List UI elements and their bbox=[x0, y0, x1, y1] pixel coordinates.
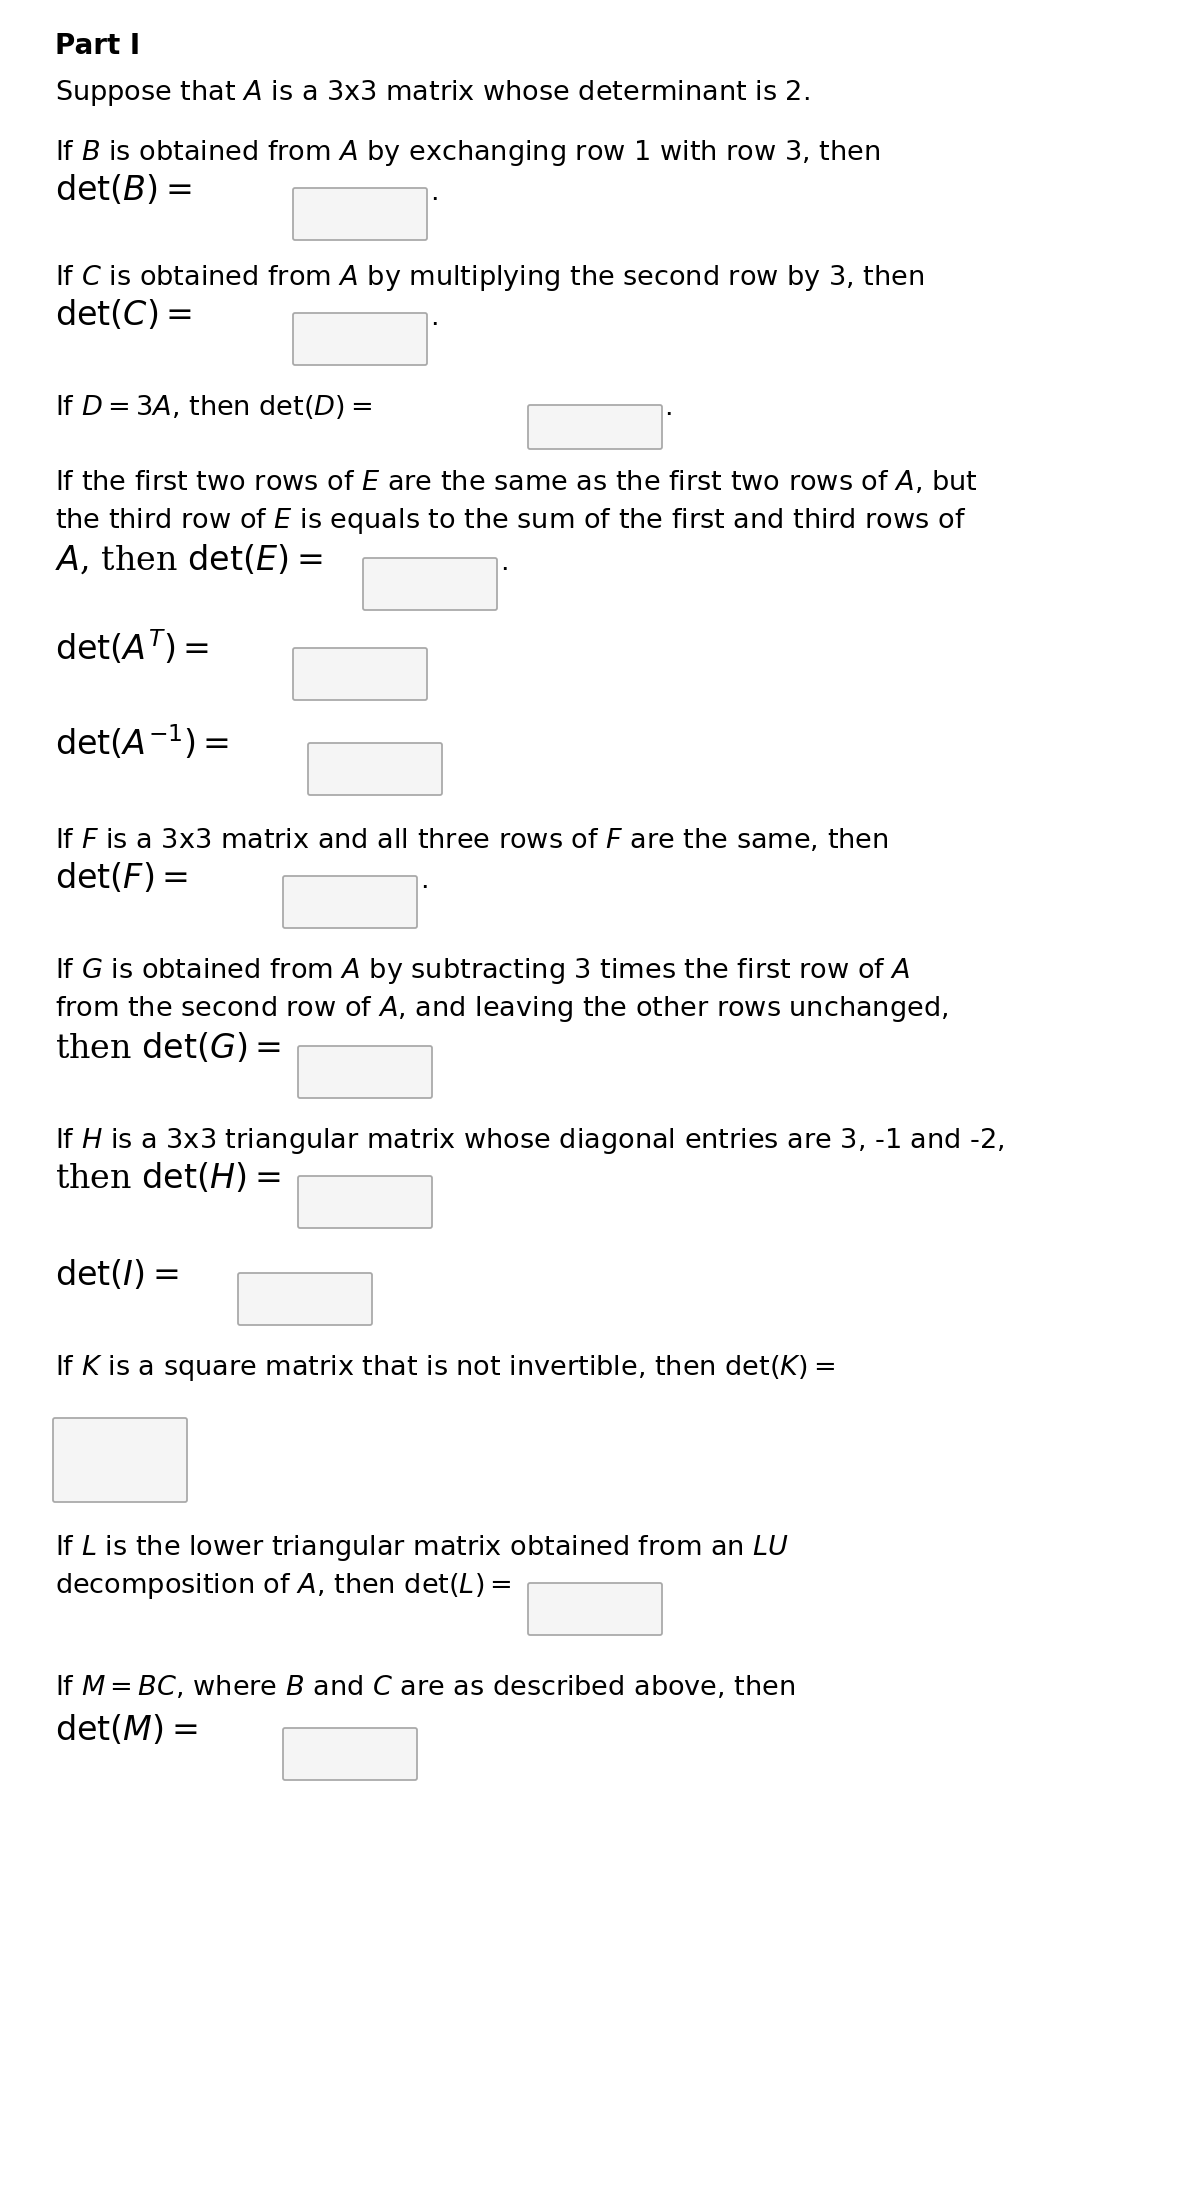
Text: $\mathrm{det}(\mathit{F}) =$: $\mathrm{det}(\mathit{F}) =$ bbox=[55, 861, 188, 896]
Text: .: . bbox=[430, 306, 438, 330]
Text: If $\mathit{G}$ is obtained from $\mathit{A}$ by subtracting 3 times the first r: If $\mathit{G}$ is obtained from $\mathi… bbox=[55, 957, 911, 985]
Text: $\mathrm{det}(\mathit{M}) =$: $\mathrm{det}(\mathit{M}) =$ bbox=[55, 1713, 198, 1748]
Text: If $\mathit{M} = \mathit{BC}$, where $\mathit{B}$ and $\mathit{C}$ are as descri: If $\mathit{M} = \mathit{BC}$, where $\m… bbox=[55, 1674, 796, 1700]
FancyBboxPatch shape bbox=[364, 557, 497, 610]
Text: $\mathrm{det}(\mathit{A}^{-1}) =$: $\mathrm{det}(\mathit{A}^{-1}) =$ bbox=[55, 723, 229, 763]
Text: .: . bbox=[430, 179, 438, 205]
Text: If $\mathit{F}$ is a 3x3 matrix and all three rows of $\mathit{F}$ are the same,: If $\mathit{F}$ is a 3x3 matrix and all … bbox=[55, 826, 889, 854]
FancyBboxPatch shape bbox=[298, 1176, 432, 1228]
FancyBboxPatch shape bbox=[528, 404, 662, 448]
FancyBboxPatch shape bbox=[283, 1728, 418, 1781]
Text: $\mathrm{det}(\mathit{A}^T) =$: $\mathrm{det}(\mathit{A}^T) =$ bbox=[55, 629, 209, 666]
Text: the third row of $\mathit{E}$ is equals to the sum of the first and third rows o: the third row of $\mathit{E}$ is equals … bbox=[55, 507, 966, 535]
Text: .: . bbox=[420, 867, 428, 894]
FancyBboxPatch shape bbox=[238, 1274, 372, 1324]
Text: If the first two rows of $\mathit{E}$ are the same as the first two rows of $\ma: If the first two rows of $\mathit{E}$ ar… bbox=[55, 470, 978, 496]
FancyBboxPatch shape bbox=[53, 1418, 187, 1501]
Text: Suppose that $\mathit{A}$ is a 3x3 matrix whose determinant is 2.: Suppose that $\mathit{A}$ is a 3x3 matri… bbox=[55, 79, 810, 107]
Text: If $\mathit{L}$ is the lower triangular matrix obtained from an $\mathit{LU}$: If $\mathit{L}$ is the lower triangular … bbox=[55, 1534, 790, 1562]
FancyBboxPatch shape bbox=[298, 1047, 432, 1099]
Text: $\mathrm{det}(\mathit{B}) =$: $\mathrm{det}(\mathit{B}) =$ bbox=[55, 173, 192, 208]
Text: If $\mathit{K}$ is a square matrix that is not invertible, then $\mathrm{det}(\m: If $\mathit{K}$ is a square matrix that … bbox=[55, 1353, 835, 1383]
FancyBboxPatch shape bbox=[293, 188, 427, 240]
FancyBboxPatch shape bbox=[293, 649, 427, 699]
Text: then $\mathrm{det}(\mathit{H}) =$: then $\mathrm{det}(\mathit{H}) =$ bbox=[55, 1160, 281, 1195]
Text: $\mathrm{det}(\mathit{I}) =$: $\mathrm{det}(\mathit{I}) =$ bbox=[55, 1259, 179, 1291]
FancyBboxPatch shape bbox=[293, 312, 427, 365]
Text: decomposition of $\mathit{A}$, then $\mathrm{det}(\mathit{L}) =$: decomposition of $\mathit{A}$, then $\ma… bbox=[55, 1571, 511, 1602]
Text: $\mathit{A}$, then $\mathrm{det}(\mathit{E}) =$: $\mathit{A}$, then $\mathrm{det}(\mathit… bbox=[55, 544, 323, 577]
FancyBboxPatch shape bbox=[308, 743, 442, 795]
Text: $\mathrm{det}(\mathit{C}) =$: $\mathrm{det}(\mathit{C}) =$ bbox=[55, 297, 192, 332]
Text: then $\mathrm{det}(\mathit{G}) =$: then $\mathrm{det}(\mathit{G}) =$ bbox=[55, 1031, 281, 1064]
Text: If $\mathit{D} = 3\mathit{A}$, then $\mathrm{det}(\mathit{D}) =$: If $\mathit{D} = 3\mathit{A}$, then $\ma… bbox=[55, 393, 372, 422]
Text: .: . bbox=[664, 395, 672, 422]
Text: If $\mathit{H}$ is a 3x3 triangular matrix whose diagonal entries are 3, -1 and : If $\mathit{H}$ is a 3x3 triangular matr… bbox=[55, 1125, 1004, 1156]
Text: Part I: Part I bbox=[55, 33, 140, 59]
Text: .: . bbox=[500, 551, 509, 577]
FancyBboxPatch shape bbox=[528, 1582, 662, 1634]
Text: If $\mathit{C}$ is obtained from $\mathit{A}$ by multiplying the second row by 3: If $\mathit{C}$ is obtained from $\mathi… bbox=[55, 262, 924, 293]
FancyBboxPatch shape bbox=[283, 876, 418, 929]
Text: from the second row of $\mathit{A}$, and leaving the other rows unchanged,: from the second row of $\mathit{A}$, and… bbox=[55, 994, 948, 1025]
Text: If $\mathit{B}$ is obtained from $\mathit{A}$ by exchanging row 1 with row 3, th: If $\mathit{B}$ is obtained from $\mathi… bbox=[55, 138, 880, 168]
